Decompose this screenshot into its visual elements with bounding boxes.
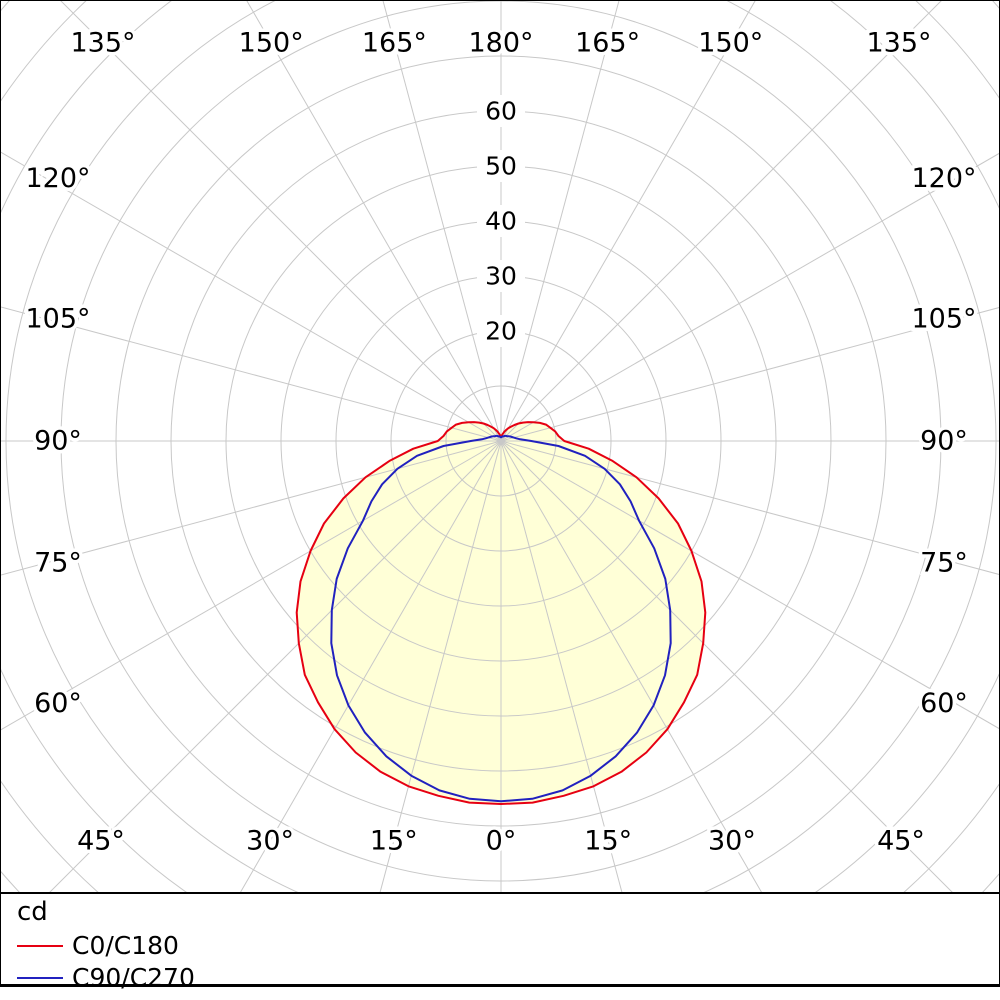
legend-label-c0-c180: C0/C180 <box>72 931 179 960</box>
angle-tick-label: 90° <box>34 426 82 457</box>
angle-tick-label: 60° <box>34 688 82 719</box>
series-curve-c90-c270 <box>330 434 672 803</box>
radial-tick-labels: 20 30 40 50 60 <box>477 95 525 347</box>
angle-tick-label: 150° <box>239 28 304 59</box>
angle-tick-label: 75° <box>34 547 82 578</box>
legend-line-c0-c180 <box>17 945 63 947</box>
angle-tick-label: 60° <box>920 688 968 719</box>
angle-tick-label: 105° <box>25 304 90 335</box>
angle-tick-label: 90° <box>920 426 968 457</box>
units-label: cd <box>17 897 48 927</box>
angle-tick-label: 180° <box>468 28 533 59</box>
legend: cd C0/C180 C90/C270 <box>1 892 999 991</box>
radial-tick-label-bg <box>477 205 525 237</box>
legend-item-c0-c180: C0/C180 <box>17 933 999 959</box>
angle-tick-label: 30° <box>246 826 294 857</box>
angle-tick-label: 165° <box>575 28 640 59</box>
angle-tick-label: 45° <box>77 826 125 857</box>
radial-tick-label: 30 <box>485 262 517 291</box>
legend-label-c90-c270: C90/C270 <box>72 963 195 992</box>
radial-tick-label: 50 <box>485 152 517 181</box>
radial-tick-label: 20 <box>485 317 517 346</box>
angle-tick-label: 30° <box>708 826 756 857</box>
polar-plot-svg: 0° 15° 15° 30° 30° 45° 45° 60° 60° 75° 75° 90° 90° 10… <box>1 1 999 892</box>
radial-tick-label-bg <box>477 150 525 182</box>
angle-tick-label: 150° <box>698 28 763 59</box>
angle-tick-label: 135° <box>866 28 931 59</box>
radial-tick-label: 60 <box>485 97 517 126</box>
radial-tick-label-bg <box>477 95 525 127</box>
angle-tick-label: 120° <box>25 163 90 194</box>
series-curve-c0-c180 <box>295 421 707 805</box>
angle-tick-label: 135° <box>70 28 135 59</box>
angle-labels: 0° 15° 15° 30° 30° 45° 45° 60° 60° 75° 75° 90° 90° 10… <box>22 24 980 860</box>
angle-tick-label: 75° <box>920 547 968 578</box>
radial-tick-label: 40 <box>485 207 517 236</box>
polar-plot: 0° 15° 15° 30° 30° 45° 45° 60° 60° 75° 75° 90° 90° 10… <box>1 1 999 892</box>
legend-line-c90-c270 <box>17 977 63 979</box>
angle-tick-label: 15° <box>370 826 418 857</box>
legend-item-c90-c270: C90/C270 <box>17 965 999 991</box>
angle-tick-label: 15° <box>584 826 632 857</box>
angle-tick-label: 165° <box>362 28 427 59</box>
radial-tick-label-bg <box>477 315 525 347</box>
angle-tick-label: 120° <box>911 163 976 194</box>
radial-tick-label-bg <box>477 260 525 292</box>
angle-tick-label: 105° <box>911 304 976 335</box>
angle-tick-label: 0° <box>486 826 517 857</box>
angle-tick-label: 45° <box>877 826 925 857</box>
